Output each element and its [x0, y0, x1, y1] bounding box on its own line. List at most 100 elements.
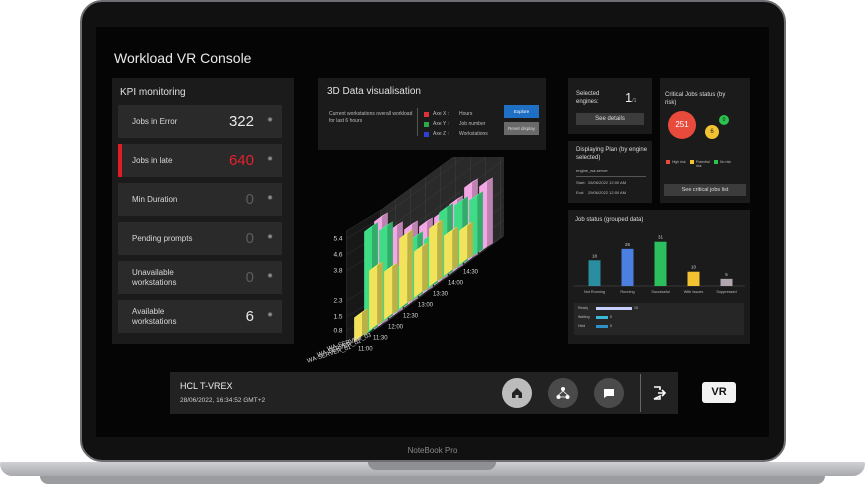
- bar-front-face: [399, 232, 408, 309]
- x-tick-label: 14:00: [448, 280, 464, 286]
- chart-bar[interactable]: [384, 262, 398, 320]
- x-tick-label: 14:30: [463, 269, 479, 275]
- job-status-bar[interactable]: [687, 271, 700, 286]
- legend-swatch: [666, 160, 670, 164]
- explore-button[interactable]: Explore: [504, 105, 539, 118]
- hbar-waiting[interactable]: [596, 315, 608, 319]
- risk-legend: High risk Potential risk No risk: [666, 160, 750, 168]
- job-status-bar[interactable]: [588, 260, 601, 286]
- bar-side-face: [392, 262, 398, 314]
- potential-risk-bubble[interactable]: 6: [705, 125, 719, 139]
- bar-category-label: With Issues: [684, 290, 704, 294]
- chart-bar[interactable]: [444, 226, 458, 276]
- kpi-label: Jobs in Error: [132, 116, 178, 126]
- kpi-value: 0: [245, 269, 254, 286]
- kpi-available-workstations[interactable]: Available workstations 6 ✹: [118, 300, 282, 333]
- y-tick-label: 0.8: [333, 328, 342, 335]
- gear-icon[interactable]: ✹: [267, 312, 273, 319]
- kpi-pending-prompts[interactable]: Pending prompts 0 ✹: [118, 222, 282, 255]
- chart-bar[interactable]: [429, 219, 443, 287]
- chart-bar[interactable]: [414, 242, 428, 298]
- alert-indicator: [118, 144, 122, 177]
- footer-bar: HCL T-VREX 28/06/2022, 16:34:52 GMT+2: [170, 372, 678, 414]
- gear-icon[interactable]: ✹: [267, 273, 273, 280]
- gear-icon[interactable]: ✹: [267, 117, 273, 124]
- bar-category-label: Successful: [651, 290, 670, 294]
- kpi-label: Available workstations: [132, 306, 177, 326]
- critical-jobs-list-button[interactable]: See critical jobs list: [664, 184, 746, 196]
- axis-y-name: Axe Y :: [433, 121, 449, 127]
- chart-bar[interactable]: [469, 191, 483, 259]
- high-risk-bubble[interactable]: 251: [668, 111, 696, 139]
- chat-icon: [604, 389, 614, 398]
- job-status-bar[interactable]: [654, 241, 667, 286]
- laptop-base-edge: [40, 476, 825, 484]
- bar-category-label: Not Running: [584, 290, 605, 294]
- hbar-row-held: Held 5: [578, 324, 612, 328]
- axis-y-value: Job number: [459, 121, 486, 127]
- hbar-held[interactable]: [596, 324, 608, 328]
- axis-y-swatch: [424, 121, 429, 127]
- axis-z-row: Axe Z : Workstations: [424, 129, 504, 139]
- grid-line: [380, 157, 487, 235]
- grid-line: [380, 157, 465, 219]
- job-status-title: Job status (grouped data): [575, 217, 644, 223]
- reset-display-button[interactable]: Reset display: [504, 122, 539, 135]
- console-screen: Workload VR Console KPI monitoring Jobs …: [96, 27, 769, 437]
- kpi-jobs-in-error[interactable]: Jobs in Error 322 ✹: [118, 105, 282, 138]
- bar-top-face: [369, 261, 383, 271]
- chart-bar[interactable]: [399, 229, 413, 309]
- no-risk-bubble[interactable]: 0: [719, 115, 729, 125]
- network-button[interactable]: [548, 378, 578, 408]
- plan-panel: Displaying Plan (by engine selected) eng…: [568, 141, 652, 203]
- gear-icon[interactable]: ✹: [267, 234, 273, 241]
- job-status-bar[interactable]: [720, 278, 733, 286]
- kpi-title: KPI monitoring: [120, 87, 186, 98]
- bar-value-label: 31: [658, 235, 664, 240]
- y-tick-label: 5.4: [333, 236, 342, 243]
- kpi-label: Pending prompts: [132, 233, 193, 243]
- bar-side-face: [467, 221, 473, 259]
- x-tick-label: 12:30: [403, 313, 419, 319]
- bar-top-face: [449, 195, 463, 205]
- bar-value-label: 18: [592, 253, 598, 258]
- chat-button[interactable]: [594, 378, 624, 408]
- gear-icon[interactable]: ✹: [267, 195, 273, 202]
- job-status-bar-chart[interactable]: 18 Not Running 26 Running 31 Successful 10 With…: [568, 226, 750, 308]
- bar-value-label: 10: [691, 265, 697, 270]
- job-status-panel: Job status (grouped data) 18 Not Running 2…: [568, 210, 750, 344]
- chart-bar[interactable]: [369, 261, 383, 331]
- legend-potential: Potential risk: [690, 160, 710, 168]
- bar-value-label: 5: [725, 272, 728, 277]
- hbar-ready[interactable]: [596, 306, 632, 310]
- bar-front-face: [354, 311, 363, 342]
- bar-front-face: [369, 264, 378, 331]
- hbar-value: 5: [610, 315, 612, 319]
- gear-icon[interactable]: ✹: [267, 156, 273, 163]
- kpi-unavailable-workstations[interactable]: Unavailable workstations 0 ✹: [118, 261, 282, 294]
- bar-top-face: [414, 242, 428, 252]
- x-tick-label: 11:30: [373, 335, 388, 341]
- plan-end-row: End: 29/06/2022 12:00 AM: [576, 190, 626, 195]
- job-status-bar[interactable]: [621, 248, 634, 286]
- critical-jobs-panel: Critical Jobs status (by risk) 251 6 0 H…: [660, 78, 750, 203]
- logout-button[interactable]: [650, 384, 668, 402]
- axis-x-row: Axe X : Hours: [424, 109, 504, 119]
- x-tick-label: 12:00: [388, 324, 404, 330]
- y-tick-label: 4.6: [333, 252, 342, 259]
- kpi-value: 640: [228, 152, 254, 169]
- kpi-jobs-in-late[interactable]: Jobs in late 640 ✹: [118, 144, 282, 177]
- legend-norisk: No risk: [714, 160, 734, 168]
- chart-bar[interactable]: [459, 221, 473, 265]
- vr-button[interactable]: VR: [702, 382, 736, 403]
- bar-top-face: [354, 308, 368, 318]
- see-details-button[interactable]: See details: [576, 113, 644, 125]
- chart-bars: [354, 177, 493, 342]
- hbar-label: Ready: [578, 306, 589, 310]
- chart-bar[interactable]: [354, 308, 368, 342]
- bar-front-face: [459, 224, 468, 265]
- home-button[interactable]: [502, 378, 532, 408]
- kpi-min-duration[interactable]: Min Duration 0 ✹: [118, 183, 282, 216]
- bar-top-face: [399, 229, 413, 239]
